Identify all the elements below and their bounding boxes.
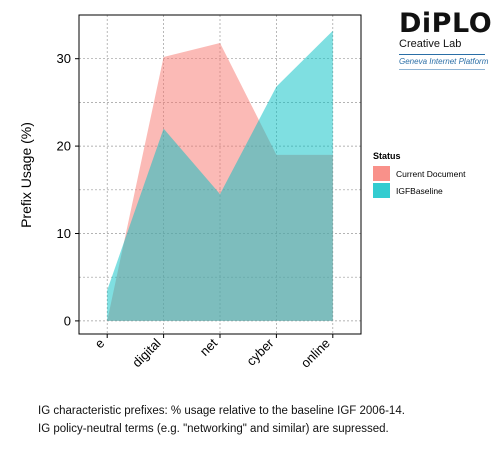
logo-underline: [399, 69, 485, 70]
legend-title: Status: [373, 151, 401, 161]
y-axis-label: Prefix Usage (%): [18, 122, 34, 228]
legend-swatch: [373, 166, 390, 181]
x-tick-label: online: [298, 336, 333, 371]
logo-divider: [399, 54, 485, 55]
y-tick-label: 10: [57, 226, 71, 241]
x-tick-label: net: [197, 335, 221, 359]
areas: [107, 30, 333, 321]
x-tick-label: e: [92, 336, 108, 352]
logo-brand: DiPLO: [399, 8, 493, 39]
y-tick-label: 30: [57, 51, 71, 66]
legend-swatch: [373, 183, 390, 198]
diplo-logo: DiPLO Creative Lab Geneva Internet Platf…: [399, 8, 493, 70]
caption-line-1: IG characteristic prefixes: % usage rela…: [38, 405, 405, 417]
legend: Status Current Document IGFBaseline: [373, 151, 466, 198]
legend-label: IGFBaseline: [396, 186, 443, 196]
area-igf-baseline: [107, 30, 333, 321]
x-tick-label: cyber: [243, 335, 277, 369]
y-tick-label: 20: [57, 139, 71, 154]
logo-geneva-internet-platform: Geneva Internet Platform: [399, 57, 489, 66]
y-tick-label: 0: [64, 313, 71, 328]
x-tick-label: digital: [129, 335, 164, 370]
legend-label: Current Document: [396, 169, 466, 179]
y-axis: 0 10 20 30: [57, 51, 79, 328]
logo-creative-lab: Creative Lab: [399, 38, 462, 50]
x-axis: e digital net cyber online: [92, 334, 334, 371]
caption-line-2: IG policy-neutral terms (e.g. "networkin…: [38, 423, 389, 435]
